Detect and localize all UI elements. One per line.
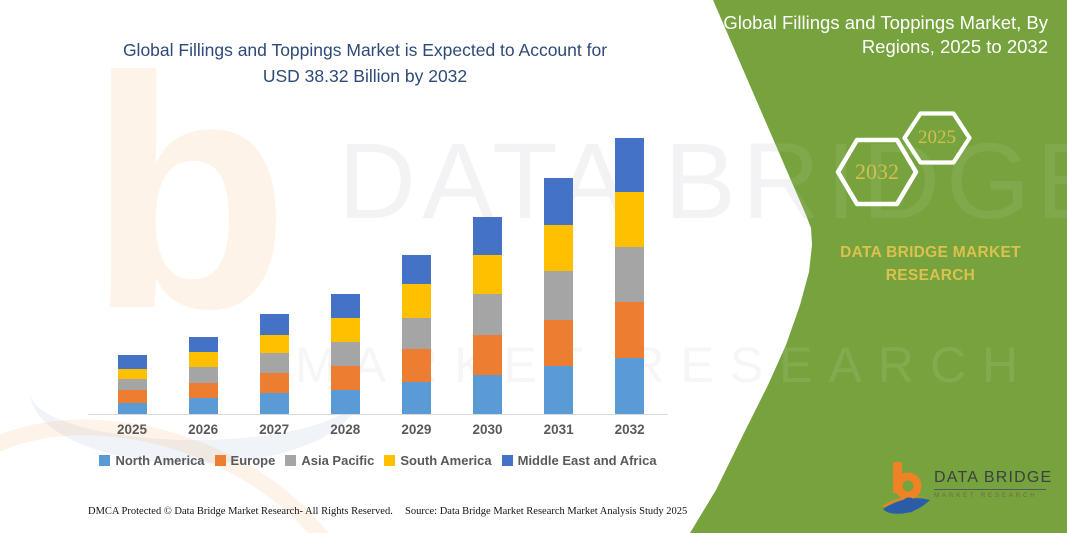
bar-segment-middle-east-and-africa-2028	[330, 293, 360, 319]
stacked-bar-2030	[473, 217, 502, 414]
x-axis-label-2029: 2029	[401, 422, 432, 437]
dmca-notice: DMCA Protected © Data Bridge Market Rese…	[88, 506, 393, 517]
bar-segment-asia-pacific-2029	[401, 318, 431, 350]
bar-segment-north-america-2030	[473, 375, 502, 414]
legend-swatch-middle-east-and-africa	[501, 455, 513, 466]
stacked-bar-2028	[330, 293, 360, 414]
bar-segment-europe-2028	[330, 366, 360, 391]
bar-segment-north-america-2029	[401, 382, 431, 414]
bar-segment-europe-2032	[615, 302, 645, 358]
source-note: Source: Data Bridge Market Research Mark…	[405, 506, 688, 517]
bar-segment-north-america-2032	[615, 357, 645, 414]
stacked-bar-2027	[259, 313, 289, 414]
x-axis-label-2032: 2032	[614, 422, 645, 437]
bar-segment-middle-east-and-africa-2030	[473, 217, 502, 255]
bar-segment-europe-2030	[473, 335, 502, 376]
logo-divider	[934, 489, 1046, 490]
bar-segment-south-america-2031	[544, 225, 574, 272]
brand-caption-line1: DATA BRIDGE MARKET	[840, 244, 1021, 261]
bar-segment-south-america-2029	[401, 283, 431, 319]
legend-swatch-north-america	[99, 455, 111, 466]
legend-label-europe: Europe	[230, 453, 276, 468]
hexagon-outline-icon	[902, 111, 972, 165]
bar-segment-middle-east-and-africa-2026	[188, 336, 218, 353]
bar-chart: 2025 2026 2027 2028 2029 2030 2031 2032	[88, 130, 668, 437]
legend-item-asia-pacific: Asia Pacific	[285, 453, 374, 468]
brand-caption-line2: RESEARCH	[885, 267, 976, 285]
logo-subtitle: MARKET RESEARCH	[934, 492, 1038, 499]
hexagon-2032: 2032	[835, 137, 919, 207]
legend-label-middle-east-and-africa: Middle East and Africa	[517, 453, 657, 468]
bar-segment-middle-east-and-africa-2029	[401, 255, 431, 284]
hexagon-2025-label: 2025	[918, 127, 956, 148]
stacked-bar-2029	[401, 255, 431, 414]
x-axis-label-2025: 2025	[116, 422, 148, 437]
bar-segment-europe-2031	[544, 319, 574, 367]
legend-swatch-europe	[214, 455, 226, 466]
bar-segment-south-america-2025	[117, 368, 147, 380]
stacked-bar-2026	[188, 336, 218, 414]
bar-segment-asia-pacific-2026	[188, 367, 218, 384]
bar-segment-north-america-2027	[259, 393, 289, 414]
x-axis-label-2027: 2027	[259, 422, 290, 437]
legend-swatch-asia-pacific	[285, 455, 297, 466]
bar-segment-middle-east-and-africa-2025	[117, 354, 147, 369]
legend-item-south-america: South America	[384, 453, 492, 468]
hexagon-outline-icon	[835, 137, 919, 207]
hexagon-2032-label: 2032	[855, 159, 899, 184]
bar-segment-europe-2027	[259, 372, 289, 394]
bar-segment-middle-east-and-africa-2027	[259, 313, 289, 336]
x-axis-label-2028: 2028	[330, 422, 361, 437]
bar-segment-south-america-2030	[473, 254, 502, 294]
stacked-bar-2032	[615, 137, 645, 414]
legend-label-asia-pacific: Asia Pacific	[301, 453, 375, 468]
chart-headline: Global Fillings and Toppings Market is E…	[75, 37, 655, 90]
bar-segment-middle-east-and-africa-2032	[615, 137, 645, 192]
chart-legend: North America Europe Asia Pacific South Ame…	[78, 453, 678, 468]
chart-headline-line1: Global Fillings and Toppings Market is E…	[122, 40, 608, 60]
bar-segment-asia-pacific-2028	[330, 341, 360, 367]
company-logo: DATA BRIDGE MARKET RESEARCH	[880, 460, 1053, 524]
hexagon-2025: 2025	[902, 111, 972, 165]
bar-segment-south-america-2032	[615, 191, 645, 247]
bar-segment-south-america-2028	[330, 318, 360, 342]
bar-segment-asia-pacific-2032	[615, 246, 645, 303]
logo-title: DATA BRIDGE	[934, 469, 1053, 486]
logo-text: DATA BRIDGE MARKET RESEARCH	[934, 469, 1053, 499]
bar-segment-europe-2026	[188, 383, 218, 399]
panel-title: Global Fillings and Toppings Market, By …	[718, 11, 1048, 59]
panel-title-line1: Global Fillings and Toppings Market, By	[723, 12, 1048, 33]
brand-caption: DATA BRIDGE MARKET RESEARCH	[828, 241, 1033, 288]
x-axis-label-2030: 2030	[472, 422, 503, 437]
x-axis-label-2026: 2026	[188, 422, 219, 437]
data-bridge-logo-icon	[882, 462, 930, 514]
bar-segment-asia-pacific-2030	[473, 293, 502, 336]
bar-segment-asia-pacific-2031	[544, 271, 574, 320]
bar-segment-north-america-2028	[330, 390, 360, 414]
bar-segment-europe-2029	[401, 349, 431, 383]
legend-item-europe: Europe	[214, 453, 276, 468]
bar-segment-north-america-2026	[188, 398, 218, 414]
bar-segment-south-america-2027	[259, 335, 289, 353]
bar-segment-south-america-2026	[188, 352, 218, 368]
bar-segment-north-america-2025	[117, 403, 147, 414]
bar-segment-asia-pacific-2025	[117, 379, 147, 391]
bar-segment-asia-pacific-2027	[259, 352, 289, 373]
legend-item-north-america: North America	[99, 453, 205, 468]
legend-label-south-america: South America	[400, 453, 492, 468]
stacked-bar-2025	[117, 354, 147, 414]
x-axis-label-2031: 2031	[543, 422, 574, 437]
stacked-bar-2031	[544, 177, 574, 414]
bar-segment-north-america-2031	[544, 366, 574, 414]
legend-label-north-america: North America	[115, 453, 205, 468]
bar-segment-middle-east-and-africa-2031	[544, 177, 574, 226]
legend-item-middle-east-and-africa: Middle East and Africa	[501, 453, 657, 468]
bar-segment-europe-2025	[117, 390, 147, 404]
legend-swatch-south-america	[384, 455, 396, 466]
panel-title-line2: Regions, 2025 to 2032	[861, 36, 1048, 58]
chart-headline-line2: USD 38.32 Billion by 2032	[262, 66, 468, 87]
